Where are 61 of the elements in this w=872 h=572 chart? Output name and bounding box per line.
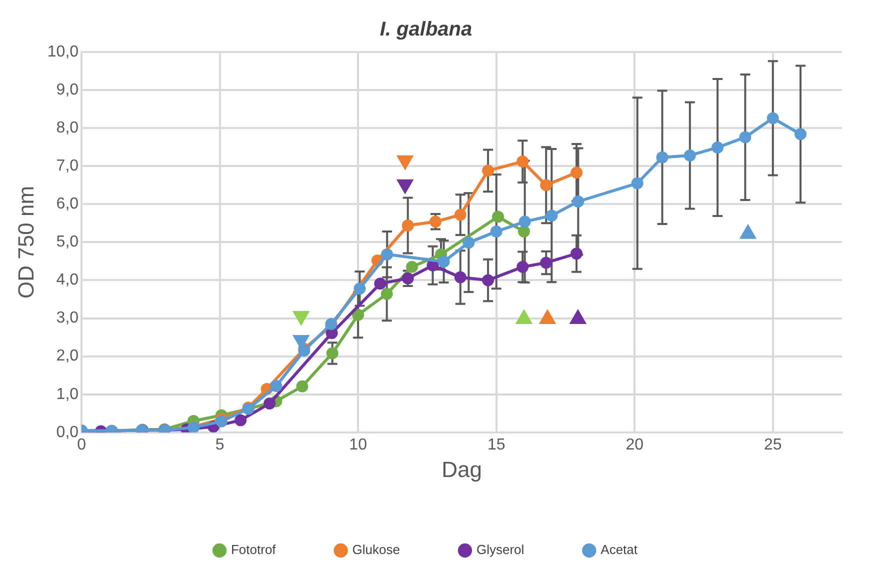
point	[402, 219, 414, 232]
x-axis-title: Dag	[442, 456, 482, 482]
point	[492, 210, 504, 223]
y-tick-label: 3,0	[56, 310, 79, 327]
point	[380, 288, 393, 300]
y-tick-label: 5,0	[56, 234, 79, 251]
legend-label: Glyserol	[476, 542, 524, 558]
chart-title: I. galbana	[380, 18, 472, 41]
point	[739, 131, 752, 144]
y-axis-title: OD 750 nm	[13, 186, 38, 298]
x-tick-label: 15	[487, 436, 506, 454]
point	[264, 397, 276, 410]
point	[462, 236, 475, 249]
point	[326, 347, 338, 360]
point	[684, 149, 696, 162]
x-tick-label: 20	[626, 436, 644, 454]
point	[766, 112, 779, 124]
point	[516, 156, 529, 168]
point	[570, 248, 583, 260]
y-tick-label: 6,0	[56, 196, 79, 213]
y-tick-label: 8,0	[56, 119, 79, 136]
point	[270, 380, 282, 392]
x-tick-label: 25	[764, 436, 782, 454]
legend-label: Acetat	[600, 542, 638, 558]
point	[518, 216, 531, 228]
y-tick-label: 0,0	[56, 424, 79, 441]
x-tick-label: 5	[215, 436, 224, 454]
y-tick-label: 4,0	[56, 272, 79, 289]
point	[352, 308, 364, 321]
point	[656, 151, 668, 164]
point	[540, 256, 552, 269]
point	[406, 260, 418, 273]
point	[631, 177, 644, 190]
point	[712, 141, 724, 154]
point	[540, 179, 552, 192]
point	[482, 274, 494, 286]
y-tick-label: 7,0	[56, 158, 79, 175]
x-tick-label: 0	[77, 436, 86, 454]
legend-label: Fototrof	[230, 542, 276, 558]
point	[234, 414, 247, 426]
point	[374, 278, 386, 290]
point	[454, 271, 466, 284]
point	[438, 256, 450, 268]
point	[296, 380, 308, 392]
point	[516, 260, 529, 273]
point	[381, 248, 394, 260]
point	[354, 282, 366, 295]
point	[794, 128, 807, 140]
y-tick-label: 9,0	[56, 81, 79, 98]
point	[546, 210, 558, 222]
point	[482, 164, 494, 177]
point	[518, 226, 530, 238]
point	[572, 195, 584, 208]
y-tick-label: 10,0	[47, 43, 79, 60]
point	[454, 208, 466, 221]
point	[570, 166, 583, 179]
y-tick-label: 2,0	[56, 348, 79, 365]
point	[490, 226, 502, 238]
y-tick-label: 1,0	[56, 386, 79, 403]
x-tick-label: 10	[349, 436, 368, 454]
legend-label: Glukose	[352, 542, 400, 558]
